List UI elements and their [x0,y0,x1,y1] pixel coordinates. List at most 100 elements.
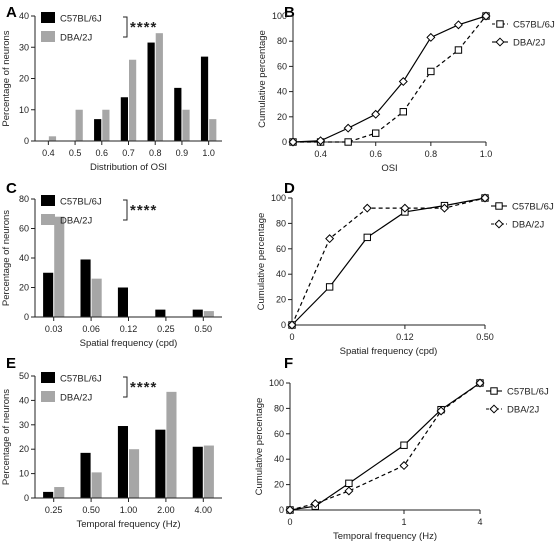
point-square [344,138,352,146]
point-square [427,67,435,76]
panel-letter-c: C [6,180,17,197]
y-tick-label: 60 [276,244,286,254]
point-diamond [481,11,491,21]
x-tick-label: 0 [287,517,292,527]
y-tick-label: 0 [24,312,29,322]
panel-letter-b: B [284,4,295,21]
y-tick-label: 0 [281,320,286,330]
x-tick-label: 0.4 [42,148,55,158]
x-tick-label: 0.6 [369,149,382,159]
point-square [399,108,407,116]
legend-label: DBA/2J [60,216,92,227]
y-tick-label: 10 [19,105,29,115]
panel-letter-a: A [6,4,17,21]
bar-dba [203,445,214,498]
y-tick-label: 0 [24,493,29,503]
bar-dba [182,109,190,141]
y-tick-label: 0 [282,137,287,147]
significance-bracket [123,376,128,398]
y-tick-label: 80 [276,218,286,228]
point-diamond [310,499,320,509]
y-tick-label: 20 [276,295,286,305]
legend-marker-square [495,202,503,210]
legend-swatch-c57 [41,372,55,383]
significance-stars: **** [130,379,157,396]
chart-a: 0.4 0.5 0.6 0.7 0.8 0.9 1.0 0 10 20 30 40 Distributi… [1,11,222,173]
x-tick-label: 0.12 [396,332,414,342]
y-axis-label: Cumulative percentage [257,30,268,128]
y-tick-label: 40 [274,454,284,464]
bar-c57 [155,309,166,317]
bar-c57 [43,272,54,317]
point-diamond [285,505,295,515]
legend-label: C57BL/6J [60,14,102,25]
x-tick-label: 0.9 [176,148,189,158]
legend-label: C57BL/6J [60,197,102,208]
y-tick-label: 0 [24,136,29,146]
x-tick-label: 0.50 [195,324,213,334]
bar-dba [91,278,102,317]
bar-dba [209,119,217,141]
series-line-dba [289,382,481,511]
y-tick-label: 40 [277,87,287,97]
y-tick-label: 20 [19,444,29,454]
legend-swatch-c57 [41,195,55,206]
x-tick-label: 0.50 [476,332,494,342]
point-diamond [399,461,409,471]
point-square [345,479,353,488]
bar-c57 [120,97,128,141]
point-diamond [371,109,381,119]
bar-dba [102,109,110,141]
x-axis-label: Temporal frequency (Hz) [76,519,180,530]
point-diamond [400,203,410,213]
legend-marker-square [496,20,504,28]
y-tick-label: 20 [277,112,287,122]
x-tick-label: 0.12 [120,324,138,334]
bar-c57 [80,452,91,498]
point-diamond [316,136,326,146]
legend-marker-diamond [495,37,505,47]
y-axis-label: Cumulative percentage [256,213,267,311]
y-axis-label: Percentage of neurons [1,389,12,485]
bar-dba [129,59,137,141]
significance-stars: **** [130,19,157,36]
point-diamond [287,320,297,330]
legend-label: C57BL/6J [60,374,102,385]
y-tick-label: 20 [19,74,29,84]
point-square [363,233,371,242]
x-tick-label: 4 [477,517,482,527]
y-tick-label: 100 [269,378,284,388]
x-tick-label: 0.50 [82,505,100,515]
bar-dba [129,449,140,498]
x-tick-label: 0.06 [82,324,100,334]
x-tick-label: 2.00 [157,505,175,515]
legend-marker-diamond [494,219,504,229]
x-axis-label: Spatial frequency (cpd) [340,346,438,357]
y-tick-label: 80 [277,36,287,46]
x-tick-label: 0.8 [425,149,438,159]
point-square [325,283,334,291]
y-tick-label: 100 [271,193,286,203]
y-tick-label: 20 [274,480,284,490]
bar-c57 [192,309,203,317]
y-tick-label: 40 [19,11,29,21]
x-tick-label: 0.4 [314,149,327,159]
x-tick-label: 0.5 [69,148,82,158]
bar-dba [48,136,57,141]
point-diamond [453,20,463,30]
legend-label: C57BL/6J [507,387,549,398]
y-tick-label: 40 [19,395,29,405]
legend-label: DBA/2J [513,38,545,49]
y-tick-label: 80 [19,194,29,204]
point-square [454,46,463,54]
series-line-c57 [289,382,481,511]
x-tick-label: 1 [401,517,406,527]
x-tick-label: 0.7 [122,148,135,158]
point-diamond [398,77,408,87]
series-line-c57 [291,197,486,326]
bar-dba [166,391,177,498]
y-axis-label: Percentage of neurons [1,30,12,126]
legend-label: C57BL/6J [512,202,554,213]
y-tick-label: 60 [274,429,284,439]
